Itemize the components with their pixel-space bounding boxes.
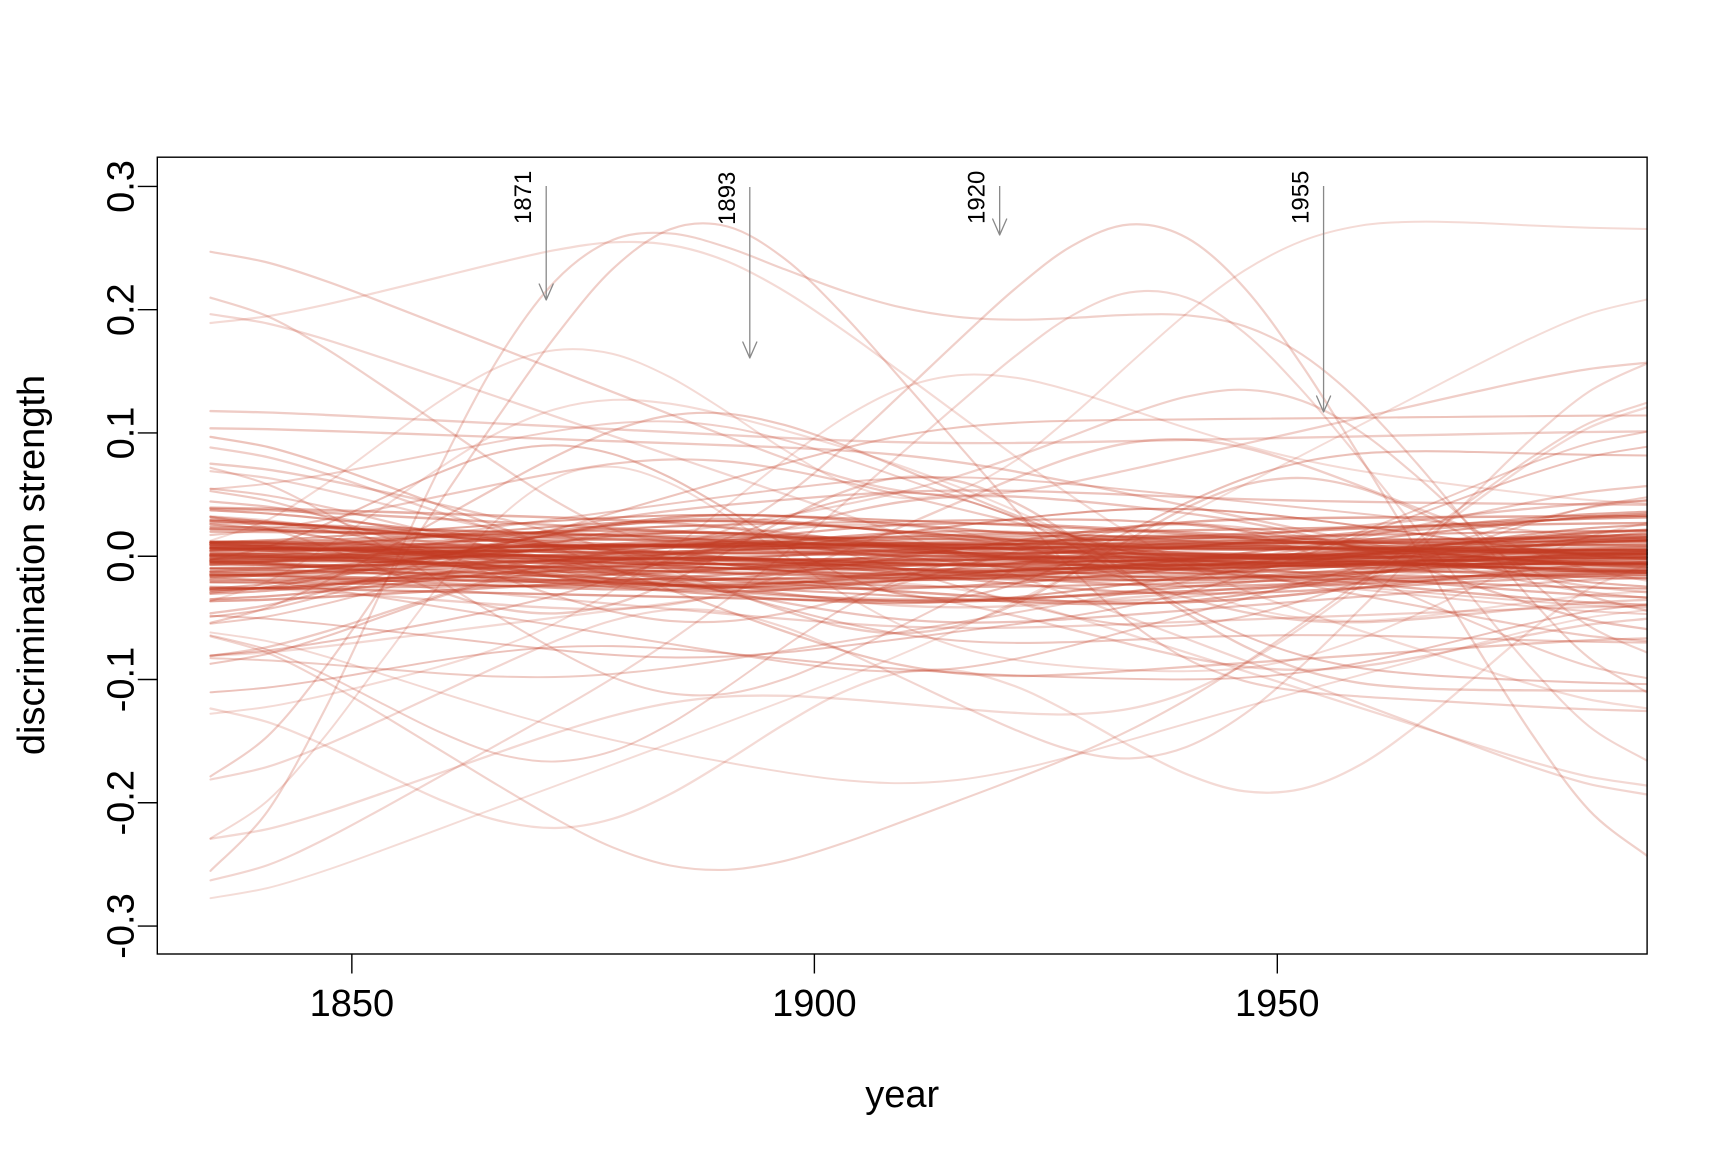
- svg-text:1900: 1900: [772, 983, 857, 1025]
- svg-text:0.2: 0.2: [100, 283, 142, 336]
- svg-text:0.0: 0.0: [100, 530, 142, 583]
- svg-text:-0.1: -0.1: [100, 647, 142, 712]
- svg-text:1955: 1955: [1288, 171, 1315, 224]
- svg-text:1850: 1850: [310, 983, 395, 1025]
- svg-text:-0.2: -0.2: [100, 770, 142, 835]
- svg-text:-0.3: -0.3: [100, 893, 142, 958]
- svg-text:1893: 1893: [714, 172, 741, 225]
- svg-text:1950: 1950: [1235, 983, 1320, 1025]
- svg-text:1871: 1871: [510, 171, 537, 224]
- svg-text:0.1: 0.1: [100, 407, 142, 460]
- svg-text:0.3: 0.3: [100, 160, 142, 213]
- svg-text:year: year: [865, 1074, 939, 1116]
- svg-text:1920: 1920: [964, 171, 991, 224]
- svg-text:discrimination strength: discrimination strength: [11, 375, 53, 755]
